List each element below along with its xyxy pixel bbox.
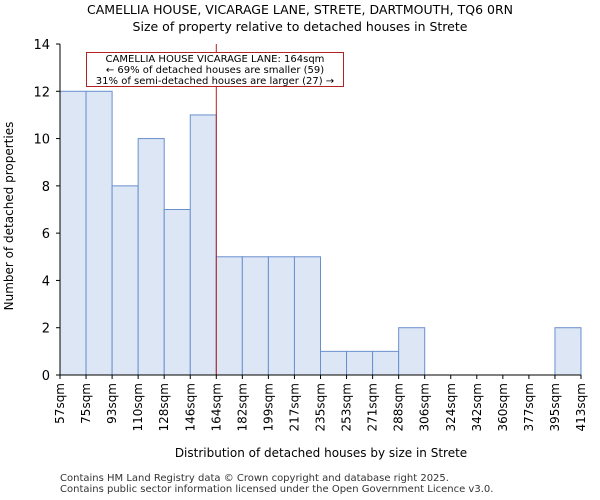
bar-146sqm <box>189 114 217 376</box>
x-tick-label: 271sqm <box>366 383 380 431</box>
annotation-box: CAMELLIA HOUSE VICARAGE LANE: 164sqm ← 6… <box>86 52 344 87</box>
bar-217sqm <box>293 256 322 376</box>
annotation-line-2: ← 69% of detached houses are smaller (59… <box>105 65 325 76</box>
bar-164sqm <box>215 256 243 376</box>
x-tick-label: 110sqm <box>131 383 145 431</box>
y-ticks: 0 2 4 6 8 10 12 14 <box>33 38 60 384</box>
x-tick-label: 360sqm <box>496 383 510 431</box>
footer-line-1: Contains HM Land Registry data © Crown c… <box>60 473 449 484</box>
bar-93sqm <box>111 185 139 376</box>
y-tick-label: 8 <box>42 180 50 195</box>
x-tick-label: 75sqm <box>79 383 93 424</box>
x-tick-label: 57sqm <box>53 383 67 424</box>
bar-199sqm <box>267 256 295 376</box>
x-tick-label: 342sqm <box>470 383 484 431</box>
chart-subtitle: Size of property relative to detached ho… <box>132 19 468 34</box>
bar-395sqm <box>554 327 582 376</box>
bar-57sqm <box>59 90 87 376</box>
y-tick-label: 12 <box>33 85 50 100</box>
x-tick-label: 324sqm <box>444 383 458 431</box>
y-tick-label: 0 <box>42 369 50 384</box>
x-ticks: 57sqm 75sqm 93sqm 110sqm 128sqm 146sqm 164sqm 1… <box>53 375 588 431</box>
bar-75sqm <box>85 90 113 376</box>
x-tick-label: 93sqm <box>105 383 119 424</box>
x-tick-label: 164sqm <box>209 383 223 431</box>
x-tick-label: 128sqm <box>157 383 171 431</box>
y-tick-label: 2 <box>42 322 50 337</box>
annotation-line-3: 31% of semi-detached houses are larger (… <box>95 76 335 87</box>
x-tick-label: 199sqm <box>261 383 275 431</box>
chart-title: CAMELLIA HOUSE, VICARAGE LANE, STRETE, D… <box>87 2 513 17</box>
bars-group <box>59 90 582 376</box>
bar-110sqm <box>137 138 165 376</box>
bar-235sqm <box>320 350 348 376</box>
y-tick-label: 10 <box>33 133 50 148</box>
bar-288sqm <box>398 327 426 376</box>
footer-line-2: Contains public sector information licen… <box>60 484 494 495</box>
y-tick-label: 4 <box>42 274 50 289</box>
y-tick-label: 6 <box>42 227 50 242</box>
bar-271sqm <box>372 350 400 376</box>
x-tick-label: 146sqm <box>183 383 197 431</box>
annotation-line-1: CAMELLIA HOUSE VICARAGE LANE: 164sqm <box>105 54 325 65</box>
x-tick-label: 377sqm <box>522 383 536 431</box>
x-tick-label: 288sqm <box>392 383 406 431</box>
x-tick-label: 306sqm <box>418 383 432 431</box>
bar-128sqm <box>163 209 191 376</box>
x-tick-label: 217sqm <box>287 383 301 431</box>
bar-253sqm <box>346 350 374 376</box>
x-tick-label: 413sqm <box>574 383 588 431</box>
x-tick-label: 235sqm <box>314 383 328 431</box>
y-tick-label: 14 <box>33 38 50 53</box>
bar-182sqm <box>241 256 269 376</box>
y-axis-label: Number of detached properties <box>2 122 16 311</box>
x-tick-label: 253sqm <box>340 383 354 431</box>
x-tick-label: 182sqm <box>235 383 249 431</box>
x-tick-label: 395sqm <box>548 383 562 431</box>
x-axis-label: Distribution of detached houses by size … <box>175 446 467 460</box>
